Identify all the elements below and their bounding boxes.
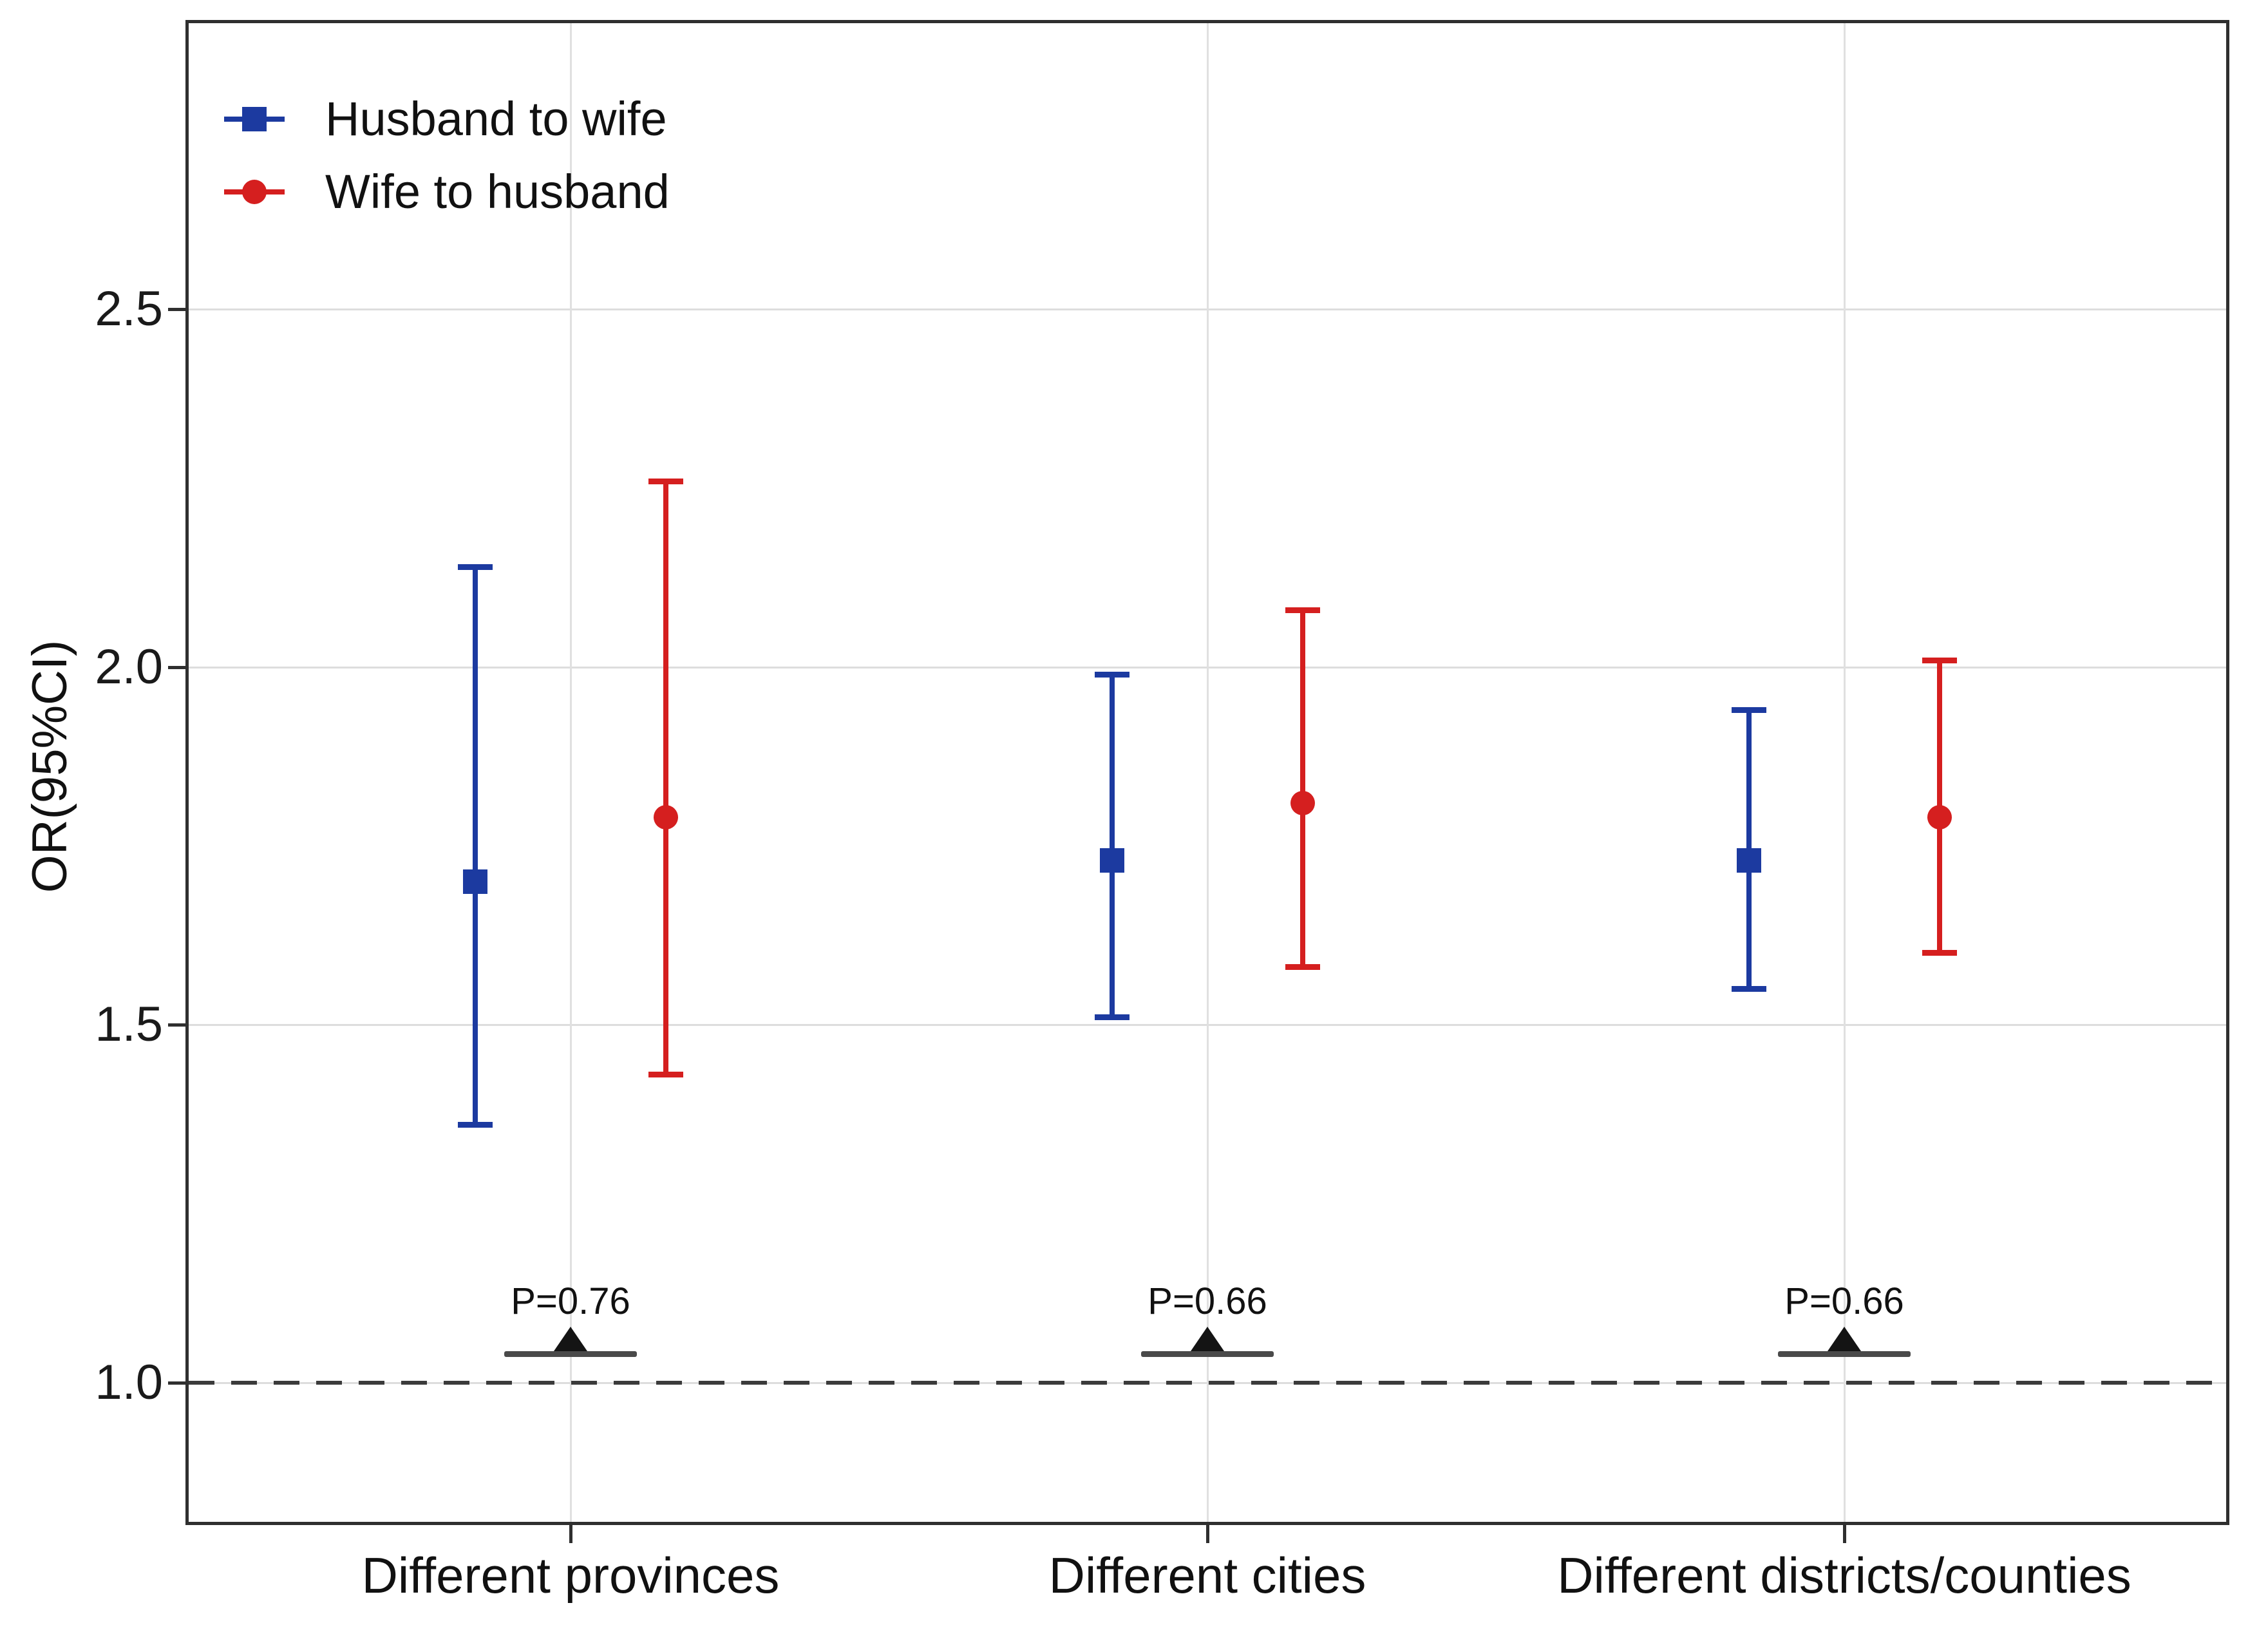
errorbar-cap-bottom <box>648 1072 683 1077</box>
errorbar-line <box>1110 674 1115 1018</box>
errorbar-cap-top <box>1285 607 1320 613</box>
significance-bracket <box>504 1351 637 1357</box>
marker-circle <box>1290 791 1315 815</box>
p-value-label: P=0.66 <box>1148 1280 1267 1322</box>
marker-circle <box>654 805 678 830</box>
x-category-label: Different provinces <box>361 1547 780 1604</box>
errorbar-cap-top <box>648 479 683 484</box>
errorbar-cap-top <box>1732 707 1766 713</box>
x-category-label: Different districts/counties <box>1557 1547 2131 1604</box>
reference-line <box>189 1381 2226 1385</box>
bracket-triangle-icon <box>1191 1327 1224 1351</box>
errorbar-cap-bottom <box>458 1122 493 1128</box>
errorbar-line <box>1300 610 1305 967</box>
errorbar-cap-top <box>458 564 493 570</box>
errorbar-cap-top <box>1922 658 1957 663</box>
legend-square-icon <box>242 107 267 131</box>
x-category-label: Different cities <box>1048 1547 1366 1604</box>
v-gridline <box>570 23 572 1522</box>
p-value-label: P=0.76 <box>511 1280 630 1322</box>
y-tick-label: 1.5 <box>95 997 163 1052</box>
marker-square <box>463 869 487 894</box>
y-tick-mark <box>168 1381 189 1385</box>
grid-layer <box>189 23 2226 1522</box>
legend-label: Wife to husband <box>325 165 670 218</box>
significance-bracket <box>1778 1351 1911 1357</box>
series-layer <box>189 23 2226 1522</box>
legend-row: Wife to husband <box>224 156 804 227</box>
legend-label: Husband to wife <box>325 92 667 146</box>
marker-circle <box>1927 805 1952 830</box>
annotation-layer: P=0.76 P=0.66 P=0.66 <box>189 23 2226 1522</box>
x-tick-mark <box>1206 1524 1209 1543</box>
y-tick-mark <box>168 308 189 311</box>
errorbar-line <box>663 481 668 1075</box>
errorbar-line <box>473 567 478 1125</box>
x-tick-mark <box>569 1524 572 1543</box>
errorbar-cap-bottom <box>1732 986 1766 992</box>
y-tick-mark <box>168 666 189 669</box>
x-tick-mark <box>1843 1524 1846 1543</box>
y-tick-label: 1.0 <box>95 1355 163 1410</box>
p-value-label: P=0.66 <box>1784 1280 1904 1322</box>
errorbar-cap-bottom <box>1285 964 1320 970</box>
significance-bracket <box>1141 1351 1274 1357</box>
v-gridline <box>1207 23 1209 1522</box>
legend-circle-icon <box>242 180 267 204</box>
marker-square <box>1737 848 1761 873</box>
y-tick-mark <box>168 1023 189 1027</box>
marker-square <box>1100 848 1124 873</box>
v-gridline <box>1844 23 1846 1522</box>
errorbar-cap-bottom <box>1095 1014 1129 1020</box>
bracket-triangle-icon <box>554 1327 587 1351</box>
y-tick-label: 2.0 <box>95 640 163 694</box>
errorbar-cap-bottom <box>1922 950 1957 956</box>
bracket-triangle-icon <box>1828 1327 1861 1351</box>
plot-panel: P=0.76 P=0.66 P=0.66 Husband to wife Wife t… <box>185 20 2229 1525</box>
legend-row: Husband to wife <box>224 84 804 155</box>
y-tick-label: 2.5 <box>95 281 163 336</box>
errorbar-cap-top <box>1095 672 1129 678</box>
